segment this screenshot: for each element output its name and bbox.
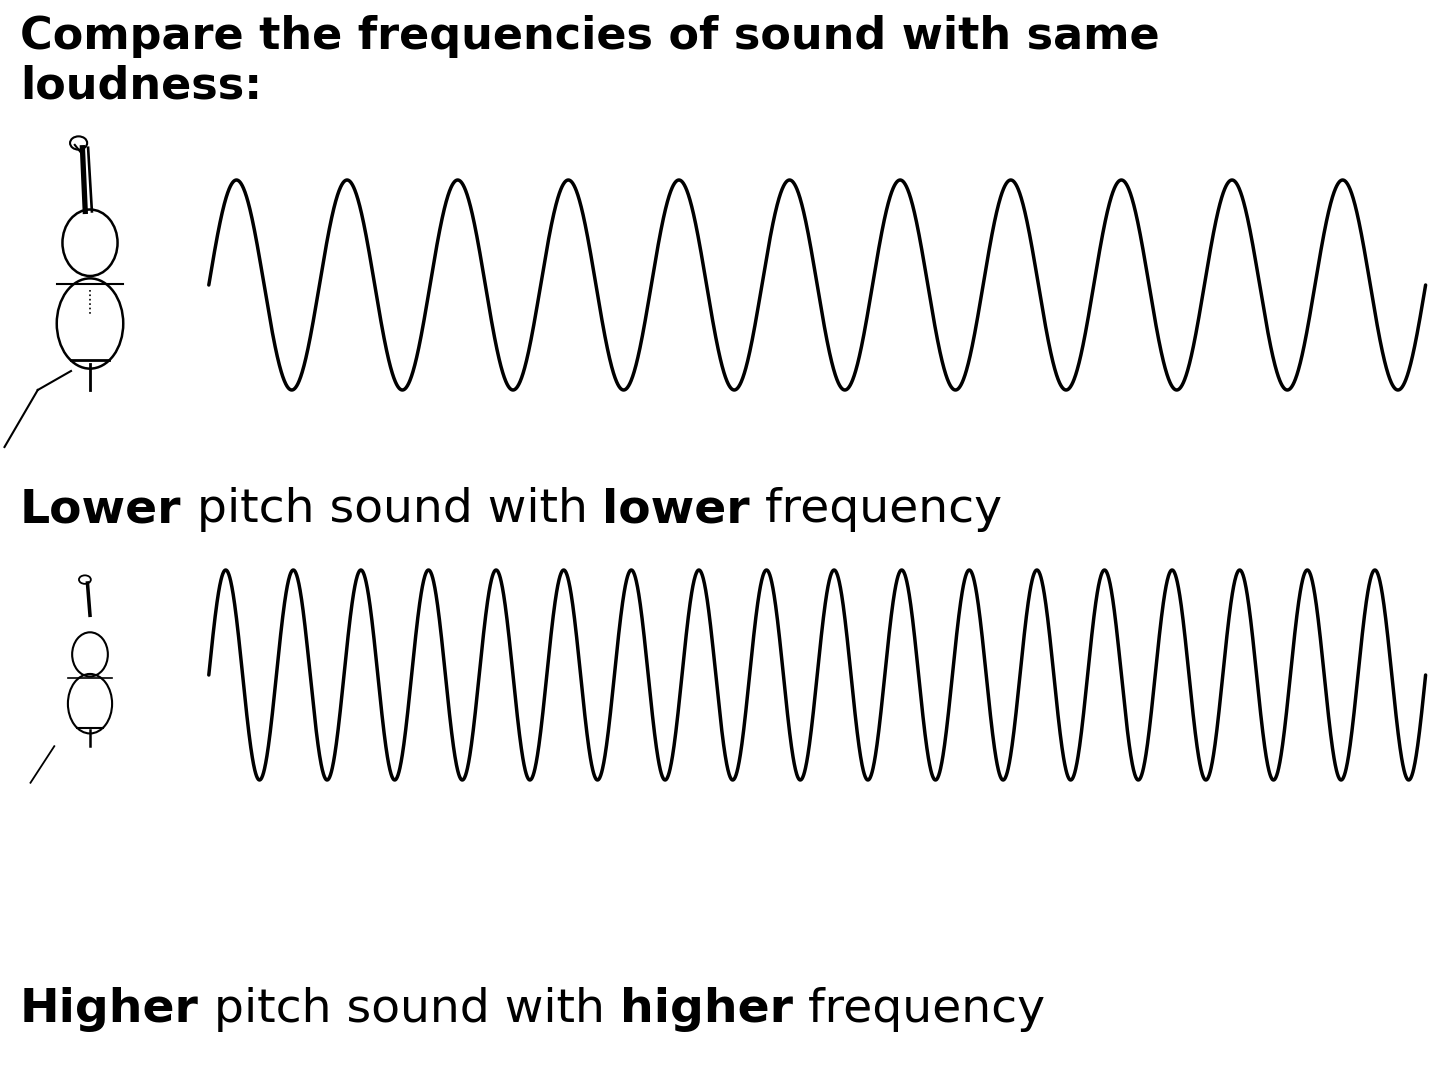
Text: frequency: frequency xyxy=(793,987,1045,1032)
Text: Compare the frequencies of sound with same
loudness:: Compare the frequencies of sound with sa… xyxy=(20,15,1159,108)
Text: pitch sound with: pitch sound with xyxy=(181,487,602,532)
Ellipse shape xyxy=(81,665,99,691)
Text: Higher: Higher xyxy=(20,987,199,1032)
Text: pitch sound with: pitch sound with xyxy=(199,987,619,1032)
Text: higher: higher xyxy=(619,987,793,1032)
Ellipse shape xyxy=(76,265,104,302)
Text: frequency: frequency xyxy=(750,487,1002,532)
Text: Lower: Lower xyxy=(20,487,181,532)
Text: lower: lower xyxy=(602,487,750,532)
